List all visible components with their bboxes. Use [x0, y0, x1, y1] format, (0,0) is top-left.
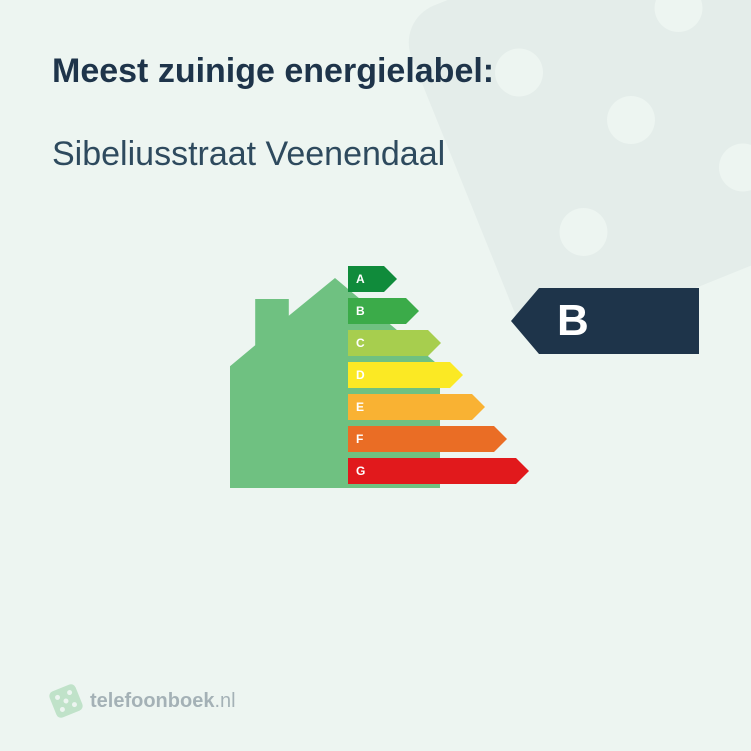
page-subtitle: Sibeliusstraat Veenendaal — [52, 135, 699, 174]
brand-logo-icon — [48, 683, 84, 719]
current-energy-letter: B — [557, 296, 589, 346]
brand-name-bold: telefoonboek — [90, 690, 214, 712]
energy-bar-label: A — [348, 266, 384, 292]
energy-bar-label: C — [348, 330, 428, 356]
footer-brand: telefoonboek.nl — [52, 687, 236, 715]
brand-name-light: .nl — [214, 690, 235, 712]
page-title: Meest zuinige energielabel: — [52, 52, 699, 91]
current-energy-label: B — [511, 288, 699, 354]
energy-bar-label: B — [348, 298, 406, 324]
brand-text: telefoonboek.nl — [90, 690, 236, 713]
energy-bar-label: G — [348, 458, 516, 484]
energy-bar-label: D — [348, 362, 450, 388]
energy-bar-label: F — [348, 426, 494, 452]
energy-bar-label: E — [348, 394, 472, 420]
energy-label-diagram: ABCDEFG B — [52, 254, 699, 514]
